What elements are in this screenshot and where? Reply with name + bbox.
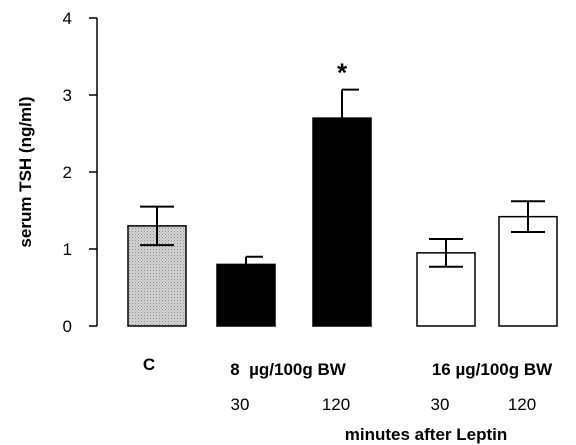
time-label: 30 [431, 395, 450, 414]
y-tick-label: 1 [63, 240, 72, 259]
time-label: 120 [322, 395, 350, 414]
y-axis-title: serum TSH (ng/ml) [16, 96, 35, 247]
y-tick-label: 3 [63, 86, 72, 105]
y-tick-label: 0 [63, 317, 72, 336]
dose-group-label: 16 µg/100g BW [432, 360, 553, 379]
x-axis-title: minutes after Leptin [345, 425, 507, 444]
significance-marker: * [337, 58, 348, 88]
dose-group-label: 8 µg/100g BW [230, 360, 347, 379]
control-label: C [143, 355, 155, 374]
y-axis: 0 1 2 3 4 [63, 9, 98, 336]
bar-5 [498, 215, 558, 327]
x-axis-labels: C 30 120 30 120 8 µg/100g BW 16 µg/100g BW [143, 355, 553, 414]
bars-group: * [127, 58, 558, 327]
time-label: 30 [231, 395, 250, 414]
y-tick-label: 2 [63, 163, 72, 182]
bar-2 [216, 263, 276, 327]
y-tick-label: 4 [63, 9, 72, 28]
bar-3 [312, 117, 372, 327]
time-label: 120 [508, 395, 536, 414]
